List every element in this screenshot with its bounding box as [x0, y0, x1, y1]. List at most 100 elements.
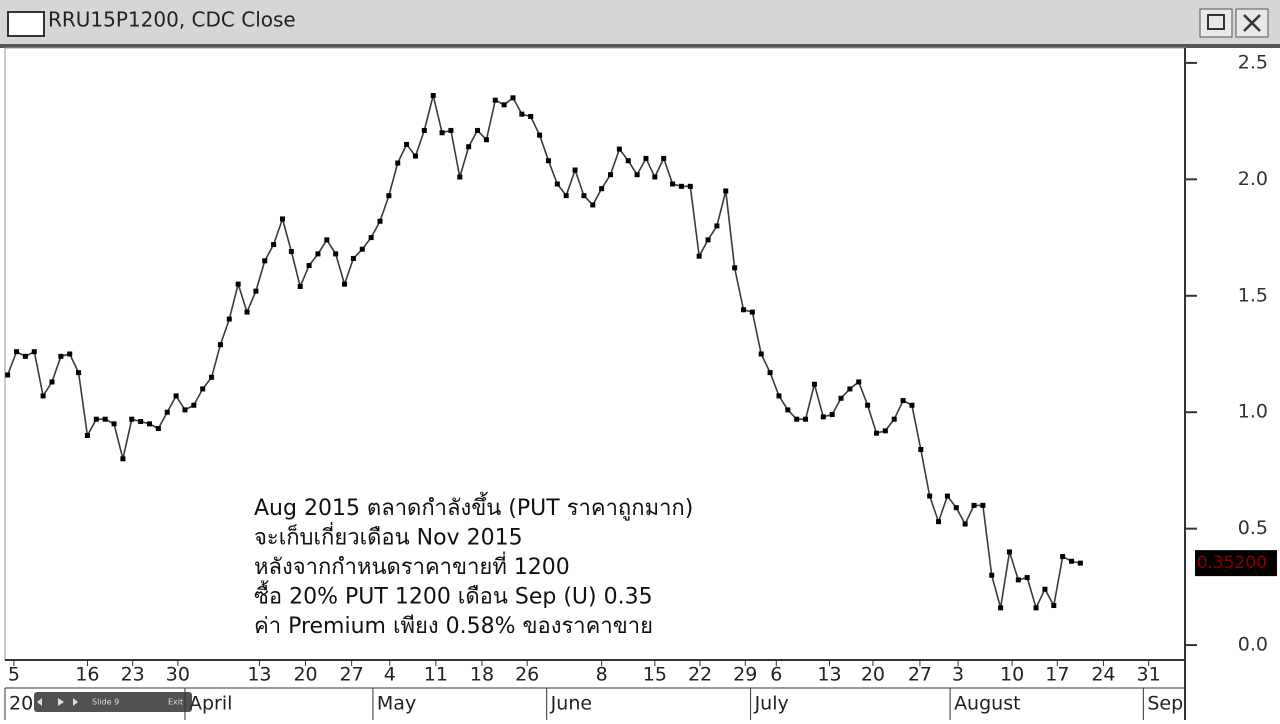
month-label: 20 [9, 693, 33, 715]
price-point [22, 353, 28, 359]
price-point [776, 393, 782, 399]
price-point [528, 113, 534, 119]
price-point [891, 416, 897, 422]
price-point [226, 316, 232, 322]
price-point [714, 223, 720, 229]
price-point [209, 374, 215, 380]
price-point [333, 251, 339, 257]
price-point [350, 256, 356, 262]
title-border [0, 44, 1280, 48]
price-point [572, 167, 578, 173]
x-tick-label: 27 [908, 664, 932, 686]
price-point [271, 242, 277, 248]
price-point [652, 174, 658, 180]
price-point [670, 181, 676, 187]
price-point [519, 111, 525, 117]
price-point [430, 93, 436, 99]
player-exit[interactable]: Exit [168, 698, 183, 707]
price-point [342, 281, 348, 287]
price-point [936, 519, 942, 525]
price-point [1015, 577, 1021, 583]
price-point [288, 249, 294, 255]
month-label: April [189, 693, 232, 715]
annotation-line: Aug 2015 ตลาดกำลังขึ้น (PUT ราคาถูกมาก) [254, 492, 693, 521]
price-point [590, 202, 596, 208]
price-point [102, 416, 108, 422]
price-point [918, 446, 924, 452]
price-point [67, 351, 73, 357]
price-point [661, 155, 667, 161]
y-tick-label: 1.0 [1238, 401, 1268, 423]
price-point [412, 153, 418, 159]
price-point [847, 386, 853, 392]
y-tick-label: 2.5 [1238, 51, 1268, 73]
x-tick-label: 20 [861, 664, 885, 686]
x-tick-label: 13 [247, 664, 271, 686]
price-point [439, 130, 445, 136]
price-point [749, 309, 755, 315]
annotation: Aug 2015 ตลาดกำลังขึ้น (PUT ราคาถูกมาก)จ… [254, 492, 693, 639]
x-tick-label: 13 [817, 664, 841, 686]
price-point [545, 158, 551, 164]
price-point [279, 216, 285, 222]
price-point [1069, 558, 1075, 564]
price-point [501, 102, 507, 108]
player-bar[interactable] [34, 692, 192, 712]
price-point [767, 370, 773, 376]
price-point [31, 349, 37, 355]
price-point [732, 265, 738, 271]
price-point [1042, 586, 1048, 592]
x-tick-label: 5 [8, 664, 20, 686]
price-point [608, 172, 614, 178]
month-label: June [550, 693, 592, 715]
price-point [421, 127, 427, 133]
price-point [1051, 603, 1057, 609]
x-tick-label: 10 [1000, 664, 1024, 686]
player-controls[interactable] [37, 698, 78, 706]
price-point [40, 393, 46, 399]
price-point [554, 181, 560, 187]
price-point [581, 193, 587, 199]
price-point [1060, 554, 1066, 560]
price-point [395, 160, 401, 166]
x-tick-label: 17 [1045, 664, 1069, 686]
annotation-line: ค่า Premium เพียง 0.58% ของราคาขาย [254, 614, 653, 639]
price-point [138, 419, 144, 425]
price-point [643, 155, 649, 161]
price-point [1024, 575, 1030, 581]
price-point [492, 97, 498, 103]
price-point [200, 386, 206, 392]
price-point [758, 351, 764, 357]
price-point [820, 414, 826, 420]
plot-area [4, 47, 1186, 661]
price-point [253, 288, 259, 294]
price-point [5, 372, 11, 378]
price-point [687, 183, 693, 189]
close-icon [1243, 14, 1261, 32]
month-label: August [954, 693, 1021, 715]
price-point [510, 95, 516, 101]
price-point [359, 246, 365, 252]
price-point [838, 395, 844, 401]
price-point [129, 416, 135, 422]
price-point [235, 281, 241, 287]
x-tick-label: 31 [1137, 664, 1161, 686]
price-point [386, 193, 392, 199]
price-point [785, 407, 791, 413]
price-point [794, 416, 800, 422]
maximize-icon [1207, 14, 1225, 30]
x-tick-label: 15 [643, 664, 667, 686]
x-tick-label: 22 [688, 664, 712, 686]
maximize-button[interactable] [1199, 8, 1233, 38]
price-point [882, 428, 888, 434]
x-tick-label: 8 [596, 664, 608, 686]
x-tick-label: 4 [384, 664, 396, 686]
price-point [475, 127, 481, 133]
price-point [324, 237, 330, 243]
x-tick-label: 16 [75, 664, 99, 686]
price-point [191, 402, 197, 408]
x-tick-label: 29 [733, 664, 757, 686]
y-tick-label: 0.0 [1238, 634, 1268, 656]
price-point [1077, 560, 1083, 566]
